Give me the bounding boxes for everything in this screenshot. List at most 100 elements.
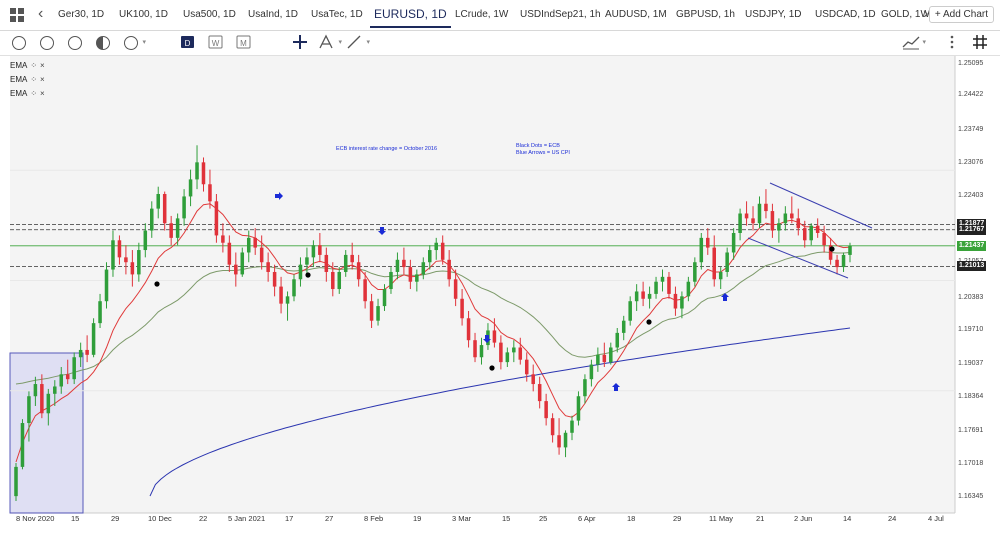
candle[interactable] <box>402 247 406 275</box>
candle[interactable] <box>537 376 542 409</box>
candle[interactable] <box>764 189 768 219</box>
candle[interactable] <box>499 335 503 370</box>
tab-audusd[interactable]: AUDUSD, 1M <box>605 9 667 20</box>
grid-icon[interactable] <box>972 34 990 52</box>
candle[interactable] <box>337 267 342 294</box>
candle[interactable] <box>408 259 413 290</box>
candle[interactable] <box>324 247 329 282</box>
candle[interactable] <box>706 228 710 255</box>
circle-tool-icon[interactable] <box>10 34 28 52</box>
candle[interactable] <box>221 223 225 253</box>
indicator-remove-icon[interactable]: × <box>40 75 45 84</box>
candle[interactable] <box>259 235 264 270</box>
candle[interactable] <box>59 366 64 394</box>
candle[interactable] <box>641 281 645 307</box>
tab-usdindsep21[interactable]: USDIndSep21, 1h <box>520 9 601 20</box>
candle[interactable] <box>744 201 749 226</box>
candle[interactable] <box>576 391 581 426</box>
candle[interactable] <box>634 284 639 311</box>
candle[interactable] <box>253 228 257 255</box>
candle[interactable] <box>72 352 76 385</box>
candle[interactable] <box>473 332 477 363</box>
candle[interactable] <box>415 269 419 292</box>
candle[interactable] <box>311 240 316 268</box>
candle[interactable] <box>91 318 96 358</box>
candle[interactable] <box>751 206 755 231</box>
legend-note-2[interactable]: Blue Arrows = US CPI <box>516 150 570 156</box>
candle[interactable] <box>512 340 516 363</box>
circle-tool-5-icon[interactable]: ▾ <box>122 34 146 52</box>
candle[interactable] <box>570 415 574 441</box>
candle[interactable] <box>621 315 626 341</box>
trendline-upper[interactable] <box>769 182 873 229</box>
candle[interactable] <box>137 242 141 282</box>
candle[interactable] <box>609 342 613 365</box>
candle[interactable] <box>583 374 587 404</box>
candle[interactable] <box>162 191 167 231</box>
candle[interactable] <box>434 237 438 260</box>
tab-ger30[interactable]: Ger30, 1D <box>58 9 105 20</box>
candle[interactable] <box>266 252 270 282</box>
candle[interactable] <box>783 206 788 231</box>
candle[interactable] <box>389 267 393 294</box>
line-draw-icon[interactable]: ▾ <box>346 34 370 52</box>
indicator-ema-3[interactable]: EMA ⁘ × <box>10 89 45 98</box>
trendline-lower[interactable] <box>747 237 849 279</box>
candle[interactable] <box>318 232 322 263</box>
candle[interactable] <box>292 274 296 302</box>
candle[interactable] <box>699 232 704 270</box>
indicator-settings-icon[interactable]: ⁘ <box>30 89 38 98</box>
tab-eurusd[interactable]: EURUSD, 1D <box>370 7 451 28</box>
candle[interactable] <box>350 242 354 270</box>
candle[interactable] <box>182 189 186 226</box>
tab-lcrude[interactable]: LCrude, 1W <box>455 9 509 20</box>
candle[interactable] <box>363 271 367 309</box>
candle[interactable] <box>246 230 251 263</box>
candle[interactable] <box>143 223 148 258</box>
candle[interactable] <box>596 347 600 372</box>
candle[interactable] <box>835 254 839 275</box>
chart-canvas[interactable] <box>0 56 1000 533</box>
candle[interactable] <box>130 250 135 287</box>
candle[interactable] <box>505 347 510 367</box>
candle[interactable] <box>848 242 852 263</box>
candle[interactable] <box>285 291 290 321</box>
candle[interactable] <box>770 203 775 238</box>
candle[interactable] <box>466 310 471 348</box>
candle[interactable] <box>680 291 684 319</box>
candle[interactable] <box>809 223 813 246</box>
candle[interactable] <box>712 235 716 287</box>
tab-usa500[interactable]: Usa500, 1D <box>183 9 236 20</box>
timeframe-m-icon[interactable]: M <box>236 34 254 52</box>
candle[interactable] <box>725 247 729 277</box>
candle[interactable] <box>563 430 568 458</box>
candle[interactable] <box>65 359 70 385</box>
candle[interactable] <box>602 342 607 367</box>
indicator-settings-icon[interactable]: ⁘ <box>30 75 38 84</box>
candle[interactable] <box>660 269 665 292</box>
add-chart-button[interactable]: + Add Chart <box>928 6 994 23</box>
candle[interactable] <box>531 364 535 392</box>
candle[interactable] <box>647 286 652 309</box>
candle[interactable] <box>731 228 736 260</box>
candle[interactable] <box>279 276 283 314</box>
candle[interactable] <box>822 225 826 253</box>
candle[interactable] <box>395 252 400 280</box>
price-chart[interactable]: EMA ⁘ × EMA ⁘ × EMA ⁘ × ECB interest rate chan… <box>0 56 1000 533</box>
layout-grid-icon[interactable] <box>10 8 24 22</box>
candle[interactable] <box>557 418 561 455</box>
candle[interactable] <box>828 237 833 265</box>
candle[interactable] <box>693 257 697 287</box>
indicator-settings-icon[interactable]: ⁘ <box>30 61 38 70</box>
timeframe-w-icon[interactable]: W <box>208 34 226 52</box>
candle[interactable] <box>615 328 620 353</box>
crosshair-icon[interactable] <box>292 34 310 52</box>
candle[interactable] <box>718 267 723 290</box>
candle[interactable] <box>169 215 173 246</box>
candle[interactable] <box>841 252 846 272</box>
circle-tool-4-icon[interactable] <box>94 34 112 52</box>
candle[interactable] <box>550 413 555 443</box>
candle[interactable] <box>796 208 801 236</box>
candle[interactable] <box>343 250 348 277</box>
candle[interactable] <box>33 376 38 406</box>
